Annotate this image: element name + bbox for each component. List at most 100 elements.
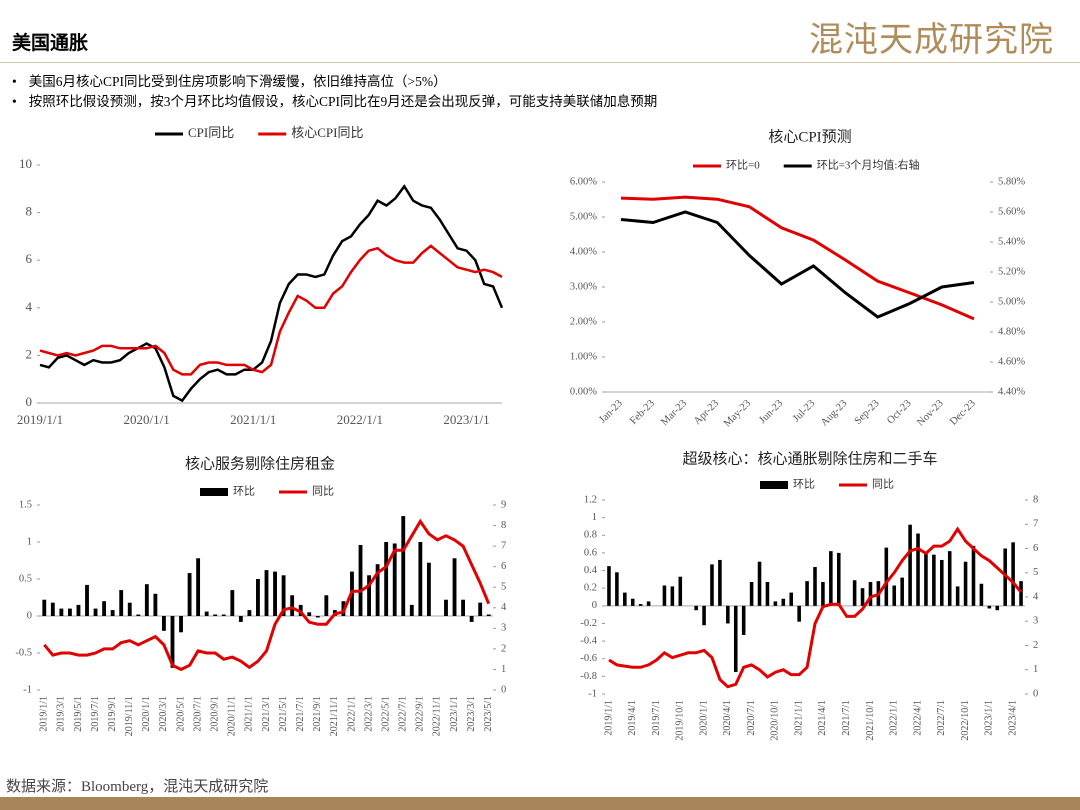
bar bbox=[836, 552, 841, 606]
bar bbox=[821, 582, 825, 606]
bar bbox=[367, 575, 371, 616]
bar bbox=[860, 588, 865, 606]
y-tick-label: 1 bbox=[27, 536, 32, 547]
source-note: 数据来源：Bloomberg，混沌天成研究院 bbox=[6, 779, 269, 795]
x-tick-label: 2020/7/1 bbox=[746, 700, 757, 736]
y-tick-label: 0.5 bbox=[19, 573, 32, 584]
y-tick-label: 6 bbox=[26, 251, 33, 266]
legend-label: 环比=3个月均值:右轴 bbox=[817, 158, 920, 172]
y-tick-label: 3 bbox=[501, 623, 506, 634]
bar bbox=[900, 577, 904, 606]
y-tick-label: 5.40% bbox=[998, 236, 1025, 247]
legend-label: 核心CPI同比 bbox=[291, 125, 363, 140]
bar bbox=[757, 561, 762, 606]
bar bbox=[955, 586, 960, 606]
bar bbox=[638, 604, 643, 606]
x-tick-label: Jun-23 bbox=[757, 398, 785, 426]
slide-title: 美国通胀 bbox=[12, 33, 89, 54]
y-tick-label: 4.40% bbox=[998, 386, 1025, 397]
x-tick-label: 2022/5/1 bbox=[380, 696, 391, 732]
legend-label: CPI同比 bbox=[188, 125, 234, 140]
bar bbox=[221, 614, 226, 616]
legend-label: 环比 bbox=[233, 485, 255, 498]
bar bbox=[607, 566, 611, 606]
x-tick-label: May-23 bbox=[722, 398, 753, 429]
bar bbox=[307, 612, 312, 616]
bar bbox=[670, 586, 675, 606]
bar bbox=[932, 554, 936, 606]
x-tick-label: 2020/4/1 bbox=[722, 700, 733, 736]
x-tick-label: 2021/1/1 bbox=[793, 700, 804, 736]
chart-title: 核心CPI预测 bbox=[768, 128, 851, 145]
y-tick-label: 6 bbox=[1033, 543, 1038, 554]
y-tick-label: 1 bbox=[501, 664, 506, 675]
bar bbox=[264, 570, 269, 616]
x-tick-label: 2023/1/1 bbox=[443, 412, 489, 427]
bar bbox=[979, 583, 984, 606]
bar bbox=[765, 582, 770, 606]
y-tick-label: 4.60% bbox=[998, 356, 1025, 367]
bar bbox=[93, 608, 98, 616]
y-tick-label: 4.80% bbox=[998, 326, 1025, 337]
bar bbox=[469, 616, 474, 622]
bar bbox=[710, 564, 714, 606]
y-tick-label: 4 bbox=[501, 602, 507, 613]
y-tick-label: 2 bbox=[26, 346, 33, 361]
bar bbox=[623, 592, 627, 606]
bar bbox=[1011, 542, 1015, 606]
x-tick-label: Oct-23 bbox=[885, 398, 913, 426]
bar bbox=[478, 602, 483, 616]
bar bbox=[908, 524, 912, 606]
bar bbox=[733, 605, 738, 672]
y-tick-label: 7 bbox=[501, 541, 506, 552]
bar bbox=[162, 616, 166, 631]
x-tick-label: 2021/1/1 bbox=[244, 696, 255, 732]
bar bbox=[868, 582, 873, 606]
bar bbox=[741, 605, 746, 635]
y-tick-label: 1 bbox=[1033, 664, 1038, 675]
y-tick-label: 0.6 bbox=[584, 547, 597, 558]
y-tick-label: -1 bbox=[588, 688, 597, 699]
y-tick-label: 6.00% bbox=[570, 176, 597, 187]
chart-title: 超级核心：核心通胀剔除住房和二手车 bbox=[682, 450, 937, 467]
bar bbox=[187, 573, 192, 616]
bar bbox=[916, 533, 920, 606]
bullet: 美国6月核心CPI同比受到住房项影响下滑缓慢，依旧维持高位（>5%） bbox=[12, 70, 447, 90]
y-tick-label: 0 bbox=[27, 610, 32, 621]
bar bbox=[749, 582, 754, 606]
y-tick-label: 0 bbox=[592, 600, 597, 611]
y-tick-label: 5 bbox=[1033, 567, 1038, 578]
x-tick-label: 2021/4/1 bbox=[817, 700, 828, 736]
x-tick-label: Jan-23 bbox=[597, 398, 625, 426]
x-tick-label: Apr-23 bbox=[692, 398, 721, 427]
bar bbox=[204, 611, 209, 616]
bullet: 按照环比假设预测，按3个月环比均值假设，核心CPI同比在9月还是会出现反弹，可能… bbox=[12, 90, 658, 110]
legend-swatch bbox=[760, 481, 788, 489]
y-tick-label: -0.8 bbox=[580, 671, 597, 682]
bar bbox=[256, 579, 260, 616]
x-tick-label: 2022/3/1 bbox=[363, 696, 374, 732]
y-tick-label: 4.00% bbox=[570, 246, 597, 257]
y-tick-label: 2 bbox=[1033, 640, 1038, 651]
y-tick-label: 5.00% bbox=[998, 296, 1025, 307]
y-tick-label: 0.00% bbox=[570, 386, 597, 397]
y-tick-label: 1.00% bbox=[570, 351, 597, 362]
bar bbox=[426, 562, 431, 616]
x-tick-label: 2020/10/1 bbox=[770, 700, 781, 741]
x-tick-label: Jul-23 bbox=[791, 398, 817, 424]
x-tick-label: 2019/10/1 bbox=[675, 700, 686, 741]
bar bbox=[324, 595, 329, 616]
chart: 0 2 4 6 8 10 2019/1/1 2020/1/1 2021/1/1 2022/1/1 2… bbox=[17, 125, 504, 427]
legend-label: 同比 bbox=[872, 478, 894, 491]
y-tick-label: 5.60% bbox=[998, 206, 1025, 217]
bar bbox=[85, 584, 89, 616]
y-tick-label: 8 bbox=[501, 520, 506, 531]
bar bbox=[940, 559, 944, 606]
x-tick-label: 2021/1/1 bbox=[230, 412, 276, 427]
y-tick-label: 5.80% bbox=[998, 176, 1025, 187]
bar bbox=[401, 516, 406, 616]
chart-title: 核心服务剔除住房租金 bbox=[185, 455, 335, 472]
bar bbox=[452, 558, 457, 616]
bar bbox=[702, 605, 706, 626]
